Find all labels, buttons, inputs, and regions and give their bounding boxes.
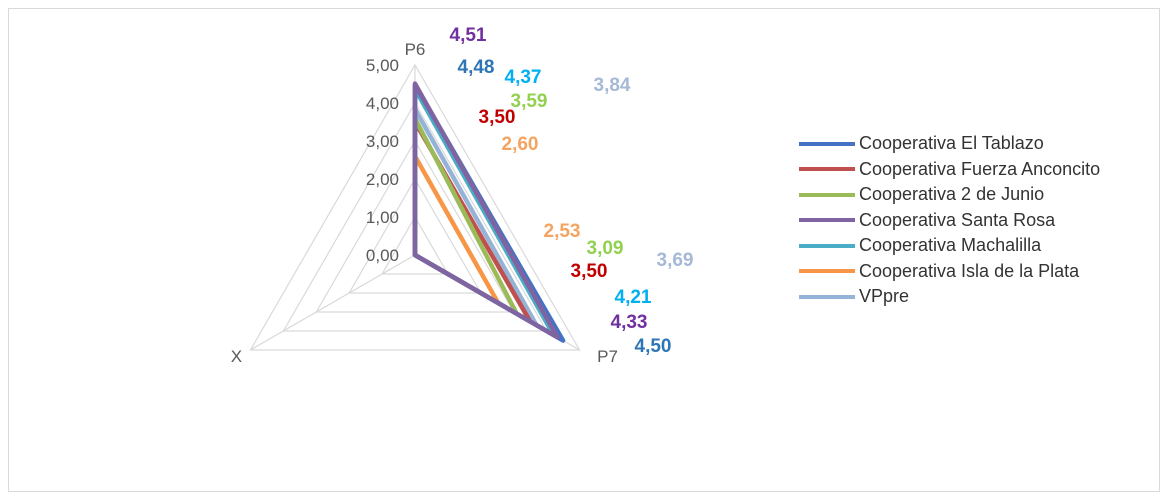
legend-label: Cooperativa 2 de Junio	[859, 184, 1045, 205]
data-label: 4,21	[615, 287, 652, 308]
data-label: 3,59	[511, 91, 548, 112]
grid-ring-4	[282, 101, 548, 332]
tick-label: 3,00	[366, 132, 399, 151]
radial-tick-labels: 0,00 1,00 2,00 3,00 4,00 5,00	[366, 56, 399, 265]
legend-swatch	[799, 192, 855, 197]
legend-swatch	[799, 167, 855, 172]
data-label: 3,50	[479, 107, 516, 128]
grid-ring-1	[381, 215, 449, 275]
axis-label-p6: P6	[405, 40, 426, 59]
data-label: 4,51	[450, 25, 487, 46]
legend-item: Cooperativa 2 de Junio	[799, 182, 1100, 208]
legend-swatch	[799, 141, 855, 146]
tick-label: 0,00	[366, 246, 399, 265]
axis-label-p7: P7	[597, 347, 618, 366]
legend-swatch	[799, 218, 855, 223]
legend-swatch	[799, 269, 855, 274]
grid-ring-2	[348, 177, 482, 294]
legend-item: Cooperativa Isla de la Plata	[799, 259, 1100, 285]
data-label: 4,48	[458, 57, 495, 78]
data-label: 2,60	[502, 134, 539, 155]
legend-label: Cooperativa Isla de la Plata	[859, 260, 1080, 281]
tick-label: 5,00	[366, 56, 399, 75]
legend: Cooperativa El Tablazo Cooperativa Fuerza…	[799, 131, 1100, 310]
data-label: 2,53	[544, 221, 581, 242]
data-label: 3,09	[587, 238, 624, 259]
axis-label-x: X	[231, 347, 242, 366]
legend-item: Cooperativa El Tablazo	[799, 131, 1100, 157]
legend-swatch	[799, 243, 855, 248]
legend-label: Cooperativa Santa Rosa	[859, 209, 1056, 230]
tick-label: 2,00	[366, 170, 399, 189]
data-label: 4,37	[505, 67, 542, 88]
legend-swatch	[799, 294, 855, 299]
grid-ring-5	[249, 63, 581, 351]
chart-frame: 0,00 1,00 2,00 3,00 4,00 5,00 P6 P7 X 4,48 4,50 3…	[8, 8, 1160, 492]
legend-item: VPpre	[799, 284, 1100, 310]
data-label: 4,33	[611, 312, 648, 333]
grid-spoke-2	[250, 254, 416, 351]
legend-label: Cooperativa Fuerza Anconcito	[859, 158, 1101, 179]
legend-label: VPpre	[859, 286, 910, 307]
legend-label: Cooperativa Machalilla	[859, 235, 1042, 256]
series-line-3	[412, 81, 560, 340]
legend-item: Cooperativa Fuerza Anconcito	[799, 157, 1100, 183]
data-label: 3,50	[571, 261, 608, 282]
series-polygons	[412, 81, 566, 343]
axis-labels: P6 P7 X	[231, 40, 618, 366]
tick-label: 4,00	[366, 94, 399, 113]
legend-item: Cooperativa Machalilla	[799, 233, 1100, 259]
radar-chart: 0,00 1,00 2,00 3,00 4,00 5,00 P6 P7 X 4,48 4,50 3…	[231, 25, 694, 366]
data-label: 3,84	[594, 75, 631, 96]
data-label: 4,50	[635, 336, 672, 357]
data-labels: 4,484,503,503,503,593,094,514,334,374,21…	[450, 25, 694, 357]
data-label: 3,69	[657, 250, 694, 271]
grid-ring-3	[315, 139, 515, 313]
legend-item: Cooperativa Santa Rosa	[799, 208, 1100, 234]
legend-label: Cooperativa El Tablazo	[859, 133, 1044, 154]
tick-label: 1,00	[366, 208, 399, 227]
